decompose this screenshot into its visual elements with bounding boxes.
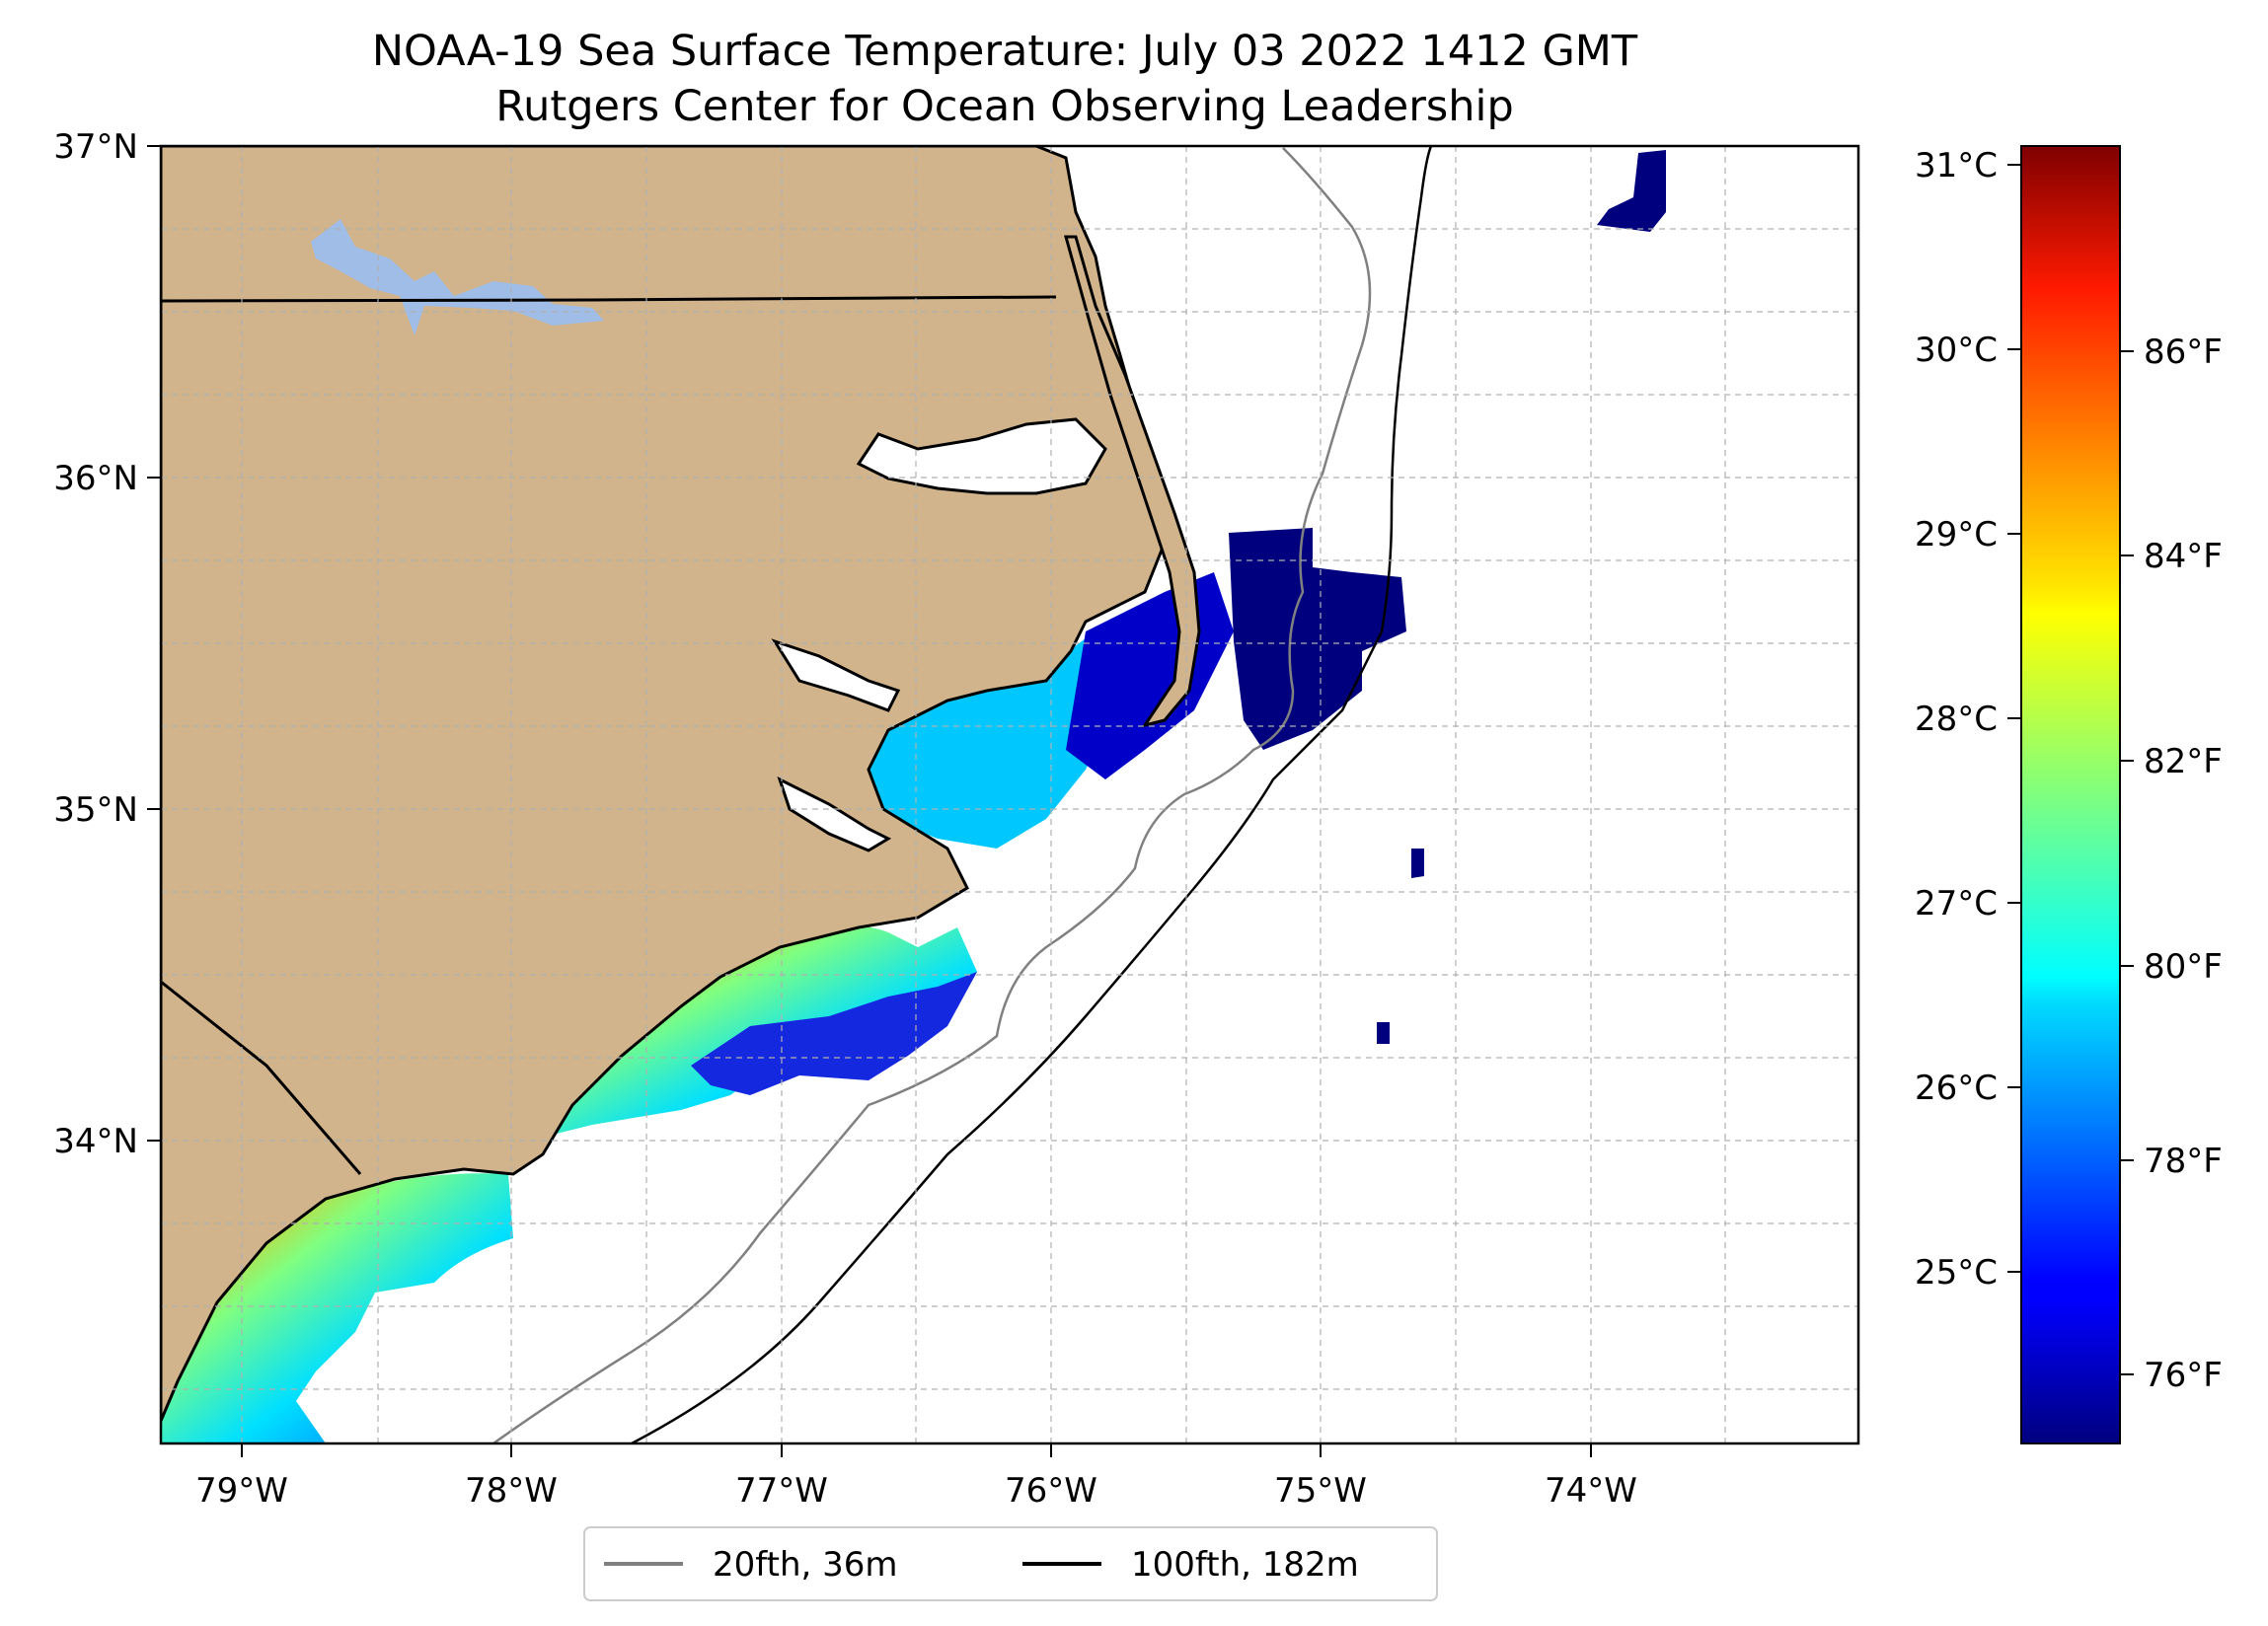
colorbar-fahrenheit-ticks bbox=[2120, 350, 2134, 1375]
state-border-nc-sc bbox=[161, 980, 362, 1175]
colorbar-celsius-label: 27°C bbox=[1915, 884, 1998, 924]
lon-tick-label: 76°W bbox=[1005, 1471, 1097, 1511]
colorbar-fahrenheit-label: 80°F bbox=[2144, 947, 2223, 987]
colorbar-celsius-label: 29°C bbox=[1915, 515, 1998, 554]
sst-patch-east bbox=[1411, 849, 1424, 878]
sst-swath-south bbox=[161, 1173, 513, 1443]
legend-box bbox=[583, 1526, 1438, 1601]
colorbar-fahrenheit-label: 82°F bbox=[2144, 742, 2223, 781]
lon-tick-label: 75°W bbox=[1274, 1471, 1367, 1511]
map-frame bbox=[159, 144, 1860, 1445]
contour-100fth bbox=[631, 146, 1433, 1443]
contour-legend: 20fth, 36m 100fth, 182m bbox=[583, 1526, 1438, 1601]
colorbar-celsius-label: 25°C bbox=[1915, 1253, 1998, 1293]
map-title-line1: NOAA-19 Sea Surface Temperature: July 03… bbox=[372, 27, 1638, 76]
lon-tick-marks bbox=[241, 1443, 1592, 1457]
pamlico-river bbox=[771, 638, 901, 712]
sst-swath-pamlico bbox=[869, 612, 1145, 849]
lat-tick-label: 35°N bbox=[53, 790, 138, 830]
colorbar-fahrenheit-label: 78°F bbox=[2144, 1142, 2223, 1181]
lat-tick-marks bbox=[147, 145, 161, 1142]
map-area bbox=[161, 146, 1858, 1443]
outer-banks bbox=[1064, 235, 1201, 728]
colorbar: 31°C 30°C 29°C 28°C 27°C 26°C 25°C 86°F … bbox=[1915, 145, 2223, 1444]
lon-tick-label: 78°W bbox=[465, 1471, 558, 1511]
sst-patch-southeast bbox=[1377, 1022, 1390, 1044]
map-title-line2: Rutgers Center for Ocean Observing Leade… bbox=[495, 82, 1514, 131]
contour-20fth bbox=[492, 147, 1372, 1443]
neuse-river bbox=[777, 776, 892, 852]
map-gridlines bbox=[161, 146, 1858, 1443]
lon-tick-label: 74°W bbox=[1545, 1471, 1637, 1511]
colorbar-fahrenheit-label: 86°F bbox=[2144, 333, 2223, 372]
legend-label-20fth: 20fth, 36m bbox=[713, 1545, 898, 1585]
legend-label-100fth: 100fth, 182m bbox=[1131, 1545, 1359, 1585]
albemarle-sound bbox=[856, 417, 1107, 495]
colorbar-celsius-label: 31°C bbox=[1915, 146, 1998, 185]
sst-data-layer bbox=[161, 150, 1666, 1443]
sst-patch-north bbox=[1597, 150, 1666, 232]
lat-tick-label: 34°N bbox=[53, 1122, 138, 1161]
state-border-va-nc bbox=[161, 295, 1057, 303]
colorbar-celsius-label: 26°C bbox=[1915, 1069, 1998, 1108]
colorbar-fahrenheit-label: 84°F bbox=[2144, 537, 2223, 576]
colorbar-celsius-label: 28°C bbox=[1915, 700, 1998, 739]
lat-tick-label: 37°N bbox=[53, 127, 138, 167]
sst-swath-hatteras bbox=[1229, 528, 1406, 750]
lon-tick-label: 77°W bbox=[735, 1471, 828, 1511]
lake-shape bbox=[311, 219, 604, 335]
lon-tick-label: 79°W bbox=[195, 1471, 288, 1511]
colorbar-celsius-label: 30°C bbox=[1915, 331, 1998, 370]
colorbar-gradient bbox=[2020, 145, 2121, 1444]
sst-swath-central-offshore bbox=[691, 972, 977, 1095]
colorbar-celsius-ticks bbox=[2007, 164, 2021, 1273]
colorbar-fahrenheit-label: 76°F bbox=[2144, 1356, 2223, 1395]
lat-tick-label: 36°N bbox=[53, 459, 138, 498]
